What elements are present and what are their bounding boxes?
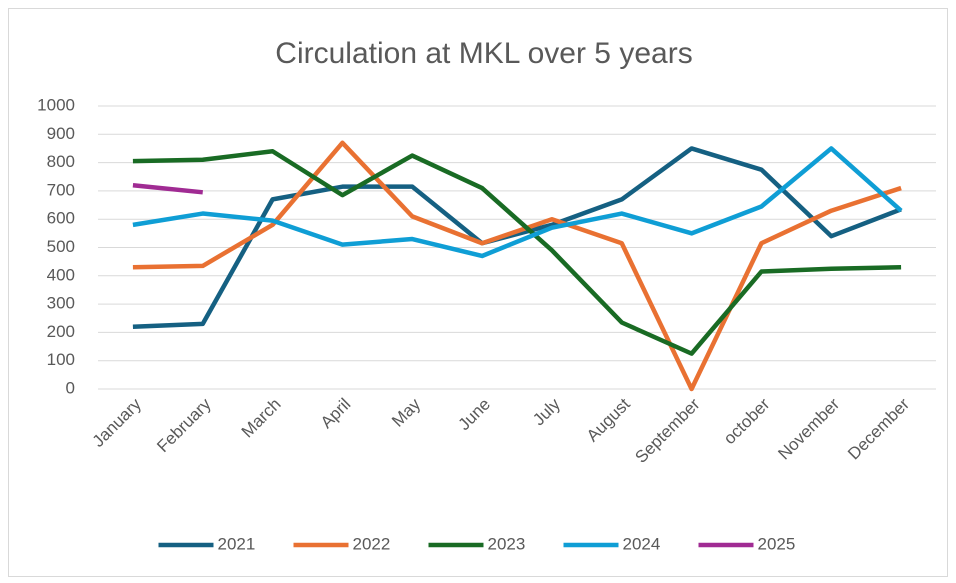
y-tick-label: 800: [47, 152, 75, 171]
y-tick-label: 700: [47, 180, 75, 199]
y-tick-label: 0: [66, 378, 75, 397]
series-line: [132, 140, 902, 392]
series-line: [132, 146, 903, 259]
series-line: [132, 183, 203, 195]
y-tick-label: 100: [47, 350, 75, 369]
legend-label: 2025: [758, 534, 796, 553]
y-tick-label: 200: [47, 322, 75, 341]
legend-label: 2024: [623, 534, 661, 553]
y-tick-label: 500: [47, 237, 75, 256]
legend-label: 2022: [353, 534, 391, 553]
y-tick-label: 400: [47, 265, 75, 284]
legend-label: 2023: [488, 534, 526, 553]
y-tick-label: 900: [47, 124, 75, 143]
y-tick-label: 1000: [37, 95, 75, 114]
chart-title: Circulation at MKL over 5 years: [275, 37, 692, 70]
chart-border: [8, 8, 948, 577]
y-tick-label: 300: [47, 294, 75, 313]
y-tick-label: 600: [47, 209, 75, 228]
series-line: [132, 149, 902, 356]
legend-label: 2021: [218, 534, 256, 553]
